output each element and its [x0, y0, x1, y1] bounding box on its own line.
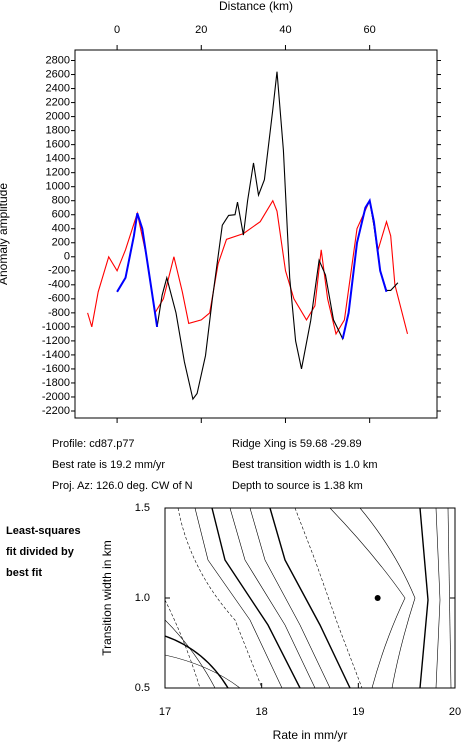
y-tick-label: 800 [52, 195, 70, 207]
x-tick-label: 18 [256, 706, 268, 718]
y-tick-label: -200 [48, 265, 70, 277]
y-tick-label: -1400 [42, 349, 70, 361]
contour [435, 508, 441, 688]
y-tick-label: 2400 [46, 82, 70, 94]
y-tick-label: -2000 [42, 391, 70, 403]
contour [165, 654, 241, 688]
plot-frame [74, 49, 438, 419]
y-tick-label: 2600 [46, 68, 70, 80]
contour [329, 508, 406, 688]
contour [194, 508, 283, 688]
y-tick-label: 2000 [46, 110, 70, 122]
y-tick-label: 400 [52, 223, 70, 235]
x-axis-title: Rate in mm/yr [273, 728, 348, 742]
y-tick-label: -2200 [42, 405, 70, 417]
contour [269, 508, 351, 688]
annotation: Best transition width is 1.0 km [232, 459, 378, 471]
y-tick-label: 1.5 [135, 502, 150, 514]
side-note: Least-squares fit divided by best fit [6, 525, 81, 579]
x-tick-label: 17 [159, 706, 171, 718]
contour [165, 635, 229, 688]
data-line [116, 212, 159, 328]
contours [165, 508, 452, 688]
y-tick-label: 1400 [46, 153, 70, 165]
y-tick-label: 1800 [46, 125, 70, 137]
annotations: Profile: cd87.p77 Best rate is 19.2 mm/yr… [52, 438, 378, 492]
y-axis-title: Transition width in km [100, 540, 114, 656]
y-tick-label: 0.5 [135, 682, 150, 694]
annotation: Best rate is 19.2 mm/yr [52, 459, 165, 471]
y-tick-label: 2200 [46, 96, 70, 108]
annotation: Ridge Xing is 59.68 -29.89 [232, 438, 362, 450]
contour [165, 599, 201, 688]
contour [229, 508, 316, 688]
y-tick-label: 1600 [46, 139, 70, 151]
annotation: Proj. Az: 126.0 deg. CW of N [52, 480, 193, 492]
x-tick-label: 20 [449, 706, 461, 718]
contour [359, 508, 416, 688]
y-tick-label: -1200 [42, 335, 70, 347]
y-tick-label: 2800 [46, 54, 70, 66]
x-tick-label: 40 [279, 24, 291, 36]
x-tick-label: 20 [195, 24, 207, 36]
best-fit-point [374, 595, 381, 601]
y-tick-label: -400 [48, 279, 70, 291]
y-tick-label: 600 [52, 209, 70, 221]
contour [177, 508, 263, 688]
y-tick-label: 200 [52, 237, 70, 249]
x-tick-label: 60 [364, 24, 376, 36]
data-line [341, 198, 388, 340]
contour [447, 508, 452, 688]
side-note-line: fit divided by [6, 546, 75, 558]
contour [249, 508, 331, 688]
y-axis-title: Anomaly amplitude [0, 183, 10, 285]
x-axis-title: Distance (km) [219, 0, 293, 13]
contour [294, 508, 363, 688]
y-tick-label: -800 [48, 307, 70, 319]
y-tick-label: 1.0 [135, 592, 150, 604]
y-tick-label: 0 [64, 251, 70, 263]
contour-frame [164, 507, 456, 689]
contour [419, 508, 429, 688]
contour [211, 508, 301, 688]
y-tick-label: -1000 [42, 321, 70, 333]
y-tick-label: -1600 [42, 363, 70, 375]
side-note-line: Least-squares [6, 525, 81, 537]
y-tick-label: -1800 [42, 377, 70, 389]
x-tick-label: 19 [352, 706, 364, 718]
annotation: Profile: cd87.p77 [52, 438, 135, 450]
annotation: Depth to source is 1.38 km [232, 480, 363, 492]
data-line [87, 198, 409, 336]
y-tick-label: 1200 [46, 167, 70, 179]
y-tick-label: -600 [48, 293, 70, 305]
y-tick-label: 1000 [46, 181, 70, 193]
x-tick-label: 0 [114, 24, 120, 36]
side-note-line: best fit [6, 567, 42, 579]
contour [165, 619, 216, 688]
